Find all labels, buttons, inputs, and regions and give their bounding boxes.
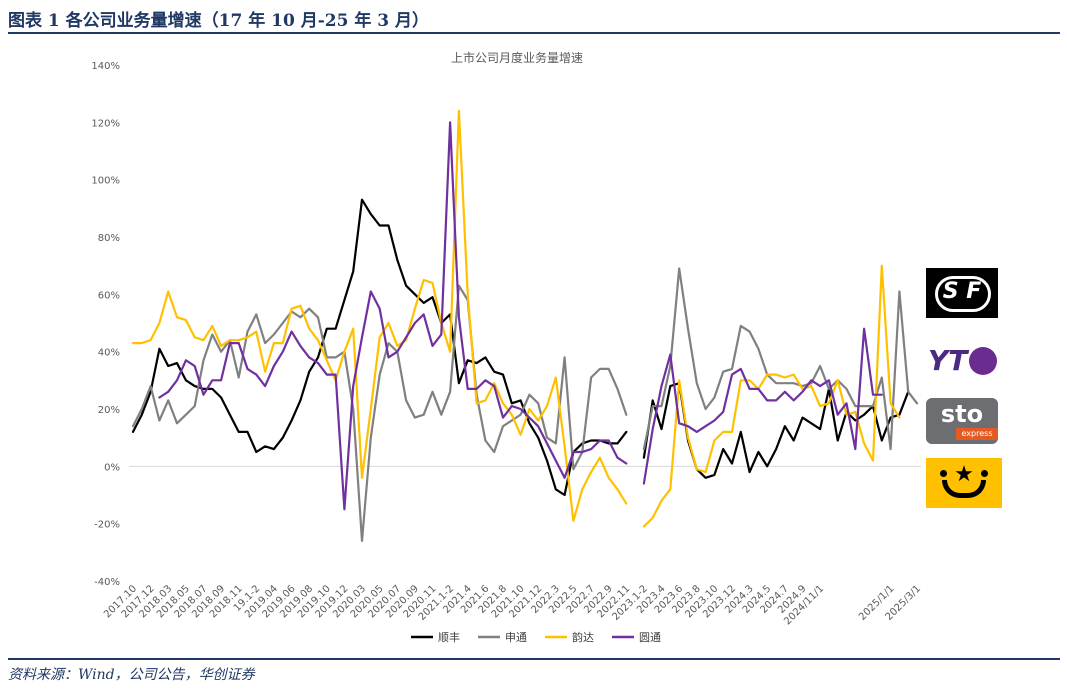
footer-divider bbox=[8, 658, 1060, 660]
y-tick-label: -20% bbox=[94, 520, 120, 531]
y-tick-label: 100% bbox=[91, 176, 120, 187]
y-tick-label: 80% bbox=[98, 233, 120, 244]
figure-header: 图表 1 各公司业务量增速（17 年 10 月-25 年 3 月） bbox=[8, 11, 430, 31]
y-axis: -40% -20% 0% 20% 40% 60% 80% 100% 120% 140% bbox=[91, 61, 120, 588]
header-divider bbox=[8, 32, 1060, 34]
line-chart: 上市公司月度业务量增速 -40% -20% 0% 20% 40% 60% 80% 100% 12… bbox=[91, 50, 923, 644]
sto-logo: sto express bbox=[926, 398, 998, 444]
yto-logo: YT bbox=[928, 340, 1000, 384]
y-tick-label: 40% bbox=[98, 348, 120, 359]
chart-title: 上市公司月度业务量增速 bbox=[451, 50, 583, 65]
legend-label-sf: 顺丰 bbox=[438, 631, 460, 644]
sto-logo-sub: express bbox=[961, 429, 993, 438]
series-line-sto bbox=[131, 267, 919, 542]
y-tick-label: 140% bbox=[91, 61, 120, 72]
legend-label-sto: 申通 bbox=[505, 631, 527, 644]
legend-label-yto: 圆通 bbox=[639, 631, 661, 644]
x-axis: 2017.102017.122018.032018.052018.072018.… bbox=[102, 583, 923, 627]
yto-logo-circle bbox=[969, 347, 997, 375]
sf-logo-ring bbox=[935, 276, 991, 312]
legend-label-yunda: 韵达 bbox=[572, 630, 594, 644]
yunda-logo-smile bbox=[942, 480, 986, 498]
yunda-logo: ★ bbox=[926, 458, 1002, 508]
series-line-sf bbox=[131, 198, 910, 497]
source-note: 资料来源：Wind，公司公告，华创证券 bbox=[8, 667, 255, 683]
y-tick-label: 60% bbox=[98, 290, 120, 301]
y-tick-label: -40% bbox=[94, 577, 120, 588]
sf-logo: S F bbox=[926, 268, 998, 318]
legend: 顺丰 申通 韵达 圆通 bbox=[411, 630, 661, 644]
yto-logo-text: YT bbox=[928, 344, 968, 377]
series-line-yto bbox=[158, 121, 883, 511]
sto-logo-main: sto bbox=[940, 400, 984, 428]
sto-logo-bar bbox=[956, 428, 998, 440]
yunda-logo-eye-right bbox=[981, 470, 988, 477]
y-tick-label: 120% bbox=[91, 118, 120, 129]
y-tick-label: 0% bbox=[104, 462, 120, 473]
series-lines bbox=[131, 109, 919, 542]
y-tick-label: 20% bbox=[98, 405, 120, 416]
series-line-yunda bbox=[131, 109, 901, 528]
sf-logo-text: S F bbox=[942, 279, 982, 304]
yunda-logo-eye-left bbox=[940, 470, 947, 477]
